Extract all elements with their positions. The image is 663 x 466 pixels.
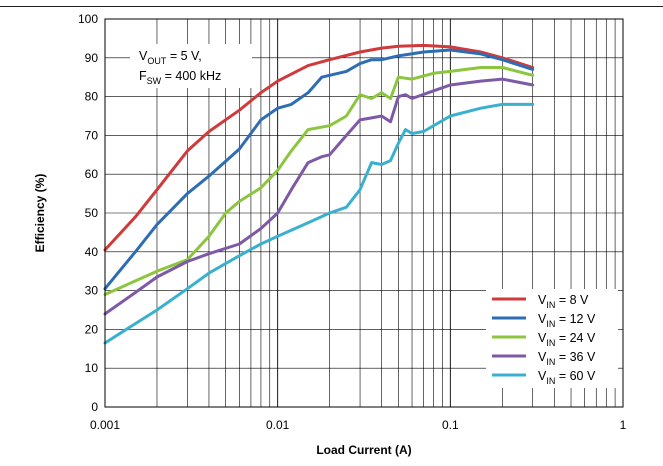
y-tick-label: 60 — [85, 167, 99, 181]
top-rule — [0, 6, 663, 7]
tick-labels: 0 10 20 30 40 50 60 70 80 90 100 0.001 0.01 0.1 1 — [78, 12, 627, 432]
y-tick-label: 100 — [78, 12, 98, 26]
series-line-2 — [103, 66, 535, 296]
y-axis-title: Efficiency (%) — [33, 174, 47, 253]
series-line-3 — [103, 77, 535, 316]
legend-label: VIN = 24 V — [538, 331, 596, 348]
legend-label: VIN = 36 V — [538, 350, 596, 367]
annotation-vout-sub: OUT — [147, 56, 167, 66]
annotation-vout: VOUT = 5 V, — [139, 49, 202, 66]
series-line-1 — [103, 48, 535, 291]
annotation-vout-main: V — [139, 49, 148, 63]
y-tick-label: 20 — [85, 322, 99, 336]
x-tick-label: 0.1 — [442, 418, 459, 432]
y-tick-label: 50 — [85, 206, 99, 220]
x-tick-label: 0.01 — [266, 418, 290, 432]
annotation-vout-rest: = 5 V, — [166, 49, 201, 63]
x-tick-label: 1 — [620, 418, 627, 432]
y-tick-label: 10 — [85, 361, 99, 375]
annotation-background — [130, 44, 252, 88]
y-tick-label: 30 — [85, 284, 99, 298]
y-tick-label: 90 — [85, 51, 99, 65]
plot-frame — [104, 18, 624, 408]
series-line-4 — [103, 102, 535, 345]
annotation-fsw: FSW = 400 kHz — [139, 69, 221, 86]
y-tick-label: 70 — [85, 128, 99, 142]
series-lines — [103, 43, 535, 345]
legend-label: VIN = 8 V — [538, 293, 589, 310]
y-tick-label: 0 — [91, 400, 98, 414]
conditions-annotation: VOUT = 5 V, FSW = 400 kHz — [130, 44, 252, 88]
legend-label: VIN = 60 V — [538, 369, 596, 386]
y-tick-label: 80 — [85, 90, 99, 104]
annotation-fsw-rest: = 400 kHz — [161, 69, 221, 83]
x-tick-label: 0.001 — [90, 418, 120, 432]
annotation-fsw-sub: SW — [147, 76, 162, 86]
series-line-0 — [103, 43, 535, 252]
legend-label: VIN = 12 V — [538, 312, 596, 329]
x-axis-title: Load Current (A) — [316, 443, 411, 457]
annotation-fsw-main: F — [139, 69, 147, 83]
legend: VIN = 8 V VIN = 12 V VIN = 24 V VIN = 36 V V… — [486, 289, 618, 388]
y-tick-label: 40 — [85, 245, 99, 259]
